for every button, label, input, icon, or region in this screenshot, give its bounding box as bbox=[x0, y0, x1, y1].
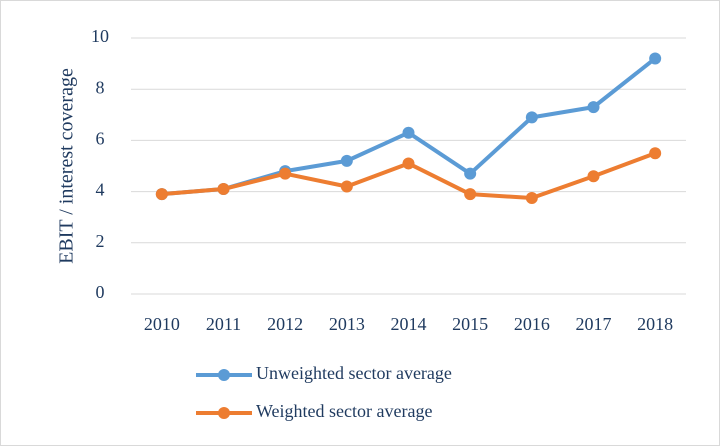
y-tick-label: 2 bbox=[96, 231, 105, 251]
data-point bbox=[279, 167, 292, 180]
y-tick-label: 0 bbox=[96, 282, 105, 302]
y-tick-label: 6 bbox=[96, 129, 105, 149]
data-point bbox=[649, 52, 662, 65]
x-tick-label: 2018 bbox=[637, 314, 673, 334]
x-tick-label: 2014 bbox=[391, 314, 427, 334]
data-point bbox=[155, 188, 168, 201]
x-tick-label: 2017 bbox=[576, 314, 612, 334]
y-tick-label: 10 bbox=[91, 26, 109, 46]
data-point bbox=[402, 126, 415, 139]
x-tick-label: 2016 bbox=[514, 314, 550, 334]
x-tick-label: 2013 bbox=[329, 314, 365, 334]
legend-marker bbox=[218, 407, 230, 419]
data-point bbox=[525, 192, 538, 204]
legend-label: Weighted sector average bbox=[256, 401, 432, 421]
x-tick-label: 2015 bbox=[452, 314, 488, 334]
x-tick-label: 2010 bbox=[144, 314, 180, 334]
data-point bbox=[217, 183, 230, 196]
data-point bbox=[525, 111, 538, 124]
data-point bbox=[587, 170, 600, 183]
x-tick-label: 2011 bbox=[206, 314, 241, 334]
data-point bbox=[464, 167, 477, 180]
data-point bbox=[340, 154, 353, 167]
y-axis-title: EBIT / interest coverage bbox=[56, 68, 78, 264]
data-point bbox=[340, 180, 353, 193]
data-point bbox=[464, 188, 477, 201]
y-tick-label: 8 bbox=[96, 77, 105, 97]
data-point bbox=[587, 101, 600, 114]
x-tick-label: 2012 bbox=[267, 314, 303, 334]
data-point bbox=[402, 157, 415, 170]
y-tick-label: 4 bbox=[96, 180, 105, 200]
legend-label: Unweighted sector average bbox=[256, 363, 452, 383]
legend-marker bbox=[218, 369, 230, 381]
data-point bbox=[649, 147, 662, 160]
